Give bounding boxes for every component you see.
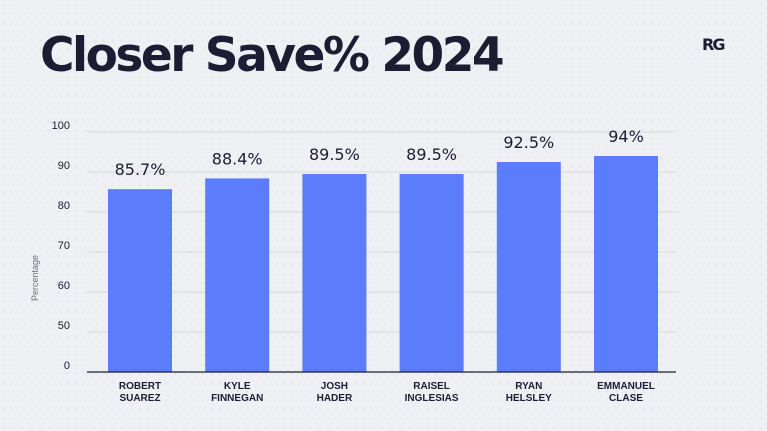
y-tick-label: 90 xyxy=(58,160,70,172)
y-tick-label: 80 xyxy=(58,200,70,212)
bar xyxy=(108,189,172,372)
data-label: 94% xyxy=(608,127,644,146)
y-tick-label: 0 xyxy=(64,360,70,372)
x-tick-label: RAISEL INGLESIAS xyxy=(405,381,459,404)
bar xyxy=(302,174,367,372)
x-axis-labels: ROBERT SUAREZ KYLE FINNEGAN JOSH HADER RAISEL I… xyxy=(119,381,655,404)
x-tick-label: ROBERT SUAREZ xyxy=(119,381,161,404)
data-label: 89.5% xyxy=(406,145,457,164)
y-axis-label: Percentage xyxy=(30,255,40,301)
x-tick-label: JOSH HADER xyxy=(317,381,353,404)
page-title: Closer Save% 2024 xyxy=(40,28,505,83)
x-tick-label: KYLE FINNEGAN xyxy=(211,381,263,404)
data-label: 88.4% xyxy=(212,149,263,168)
bar xyxy=(205,178,270,372)
data-label: 92.5% xyxy=(503,133,554,152)
grid-lines xyxy=(87,131,676,333)
y-tick-label: 60 xyxy=(58,280,70,292)
data-label: 85.7% xyxy=(115,160,166,179)
bar xyxy=(399,174,464,372)
brand-logo: RG xyxy=(702,35,725,54)
bar xyxy=(496,162,561,372)
x-tick-label: RYAN HELSLEY xyxy=(506,381,552,404)
x-tick-label: EMMANUEL CLASE xyxy=(597,381,655,404)
bar xyxy=(594,156,658,372)
data-labels: 85.7% 88.4% 89.5% 89.5% 92.5% 94% xyxy=(115,127,644,179)
y-tick-label: 100 xyxy=(52,120,70,132)
y-tick-label: 50 xyxy=(58,320,70,332)
y-axis-ticks: 0 50 60 70 80 90 100 xyxy=(52,120,70,372)
y-tick-label: 70 xyxy=(58,240,70,252)
data-label: 89.5% xyxy=(309,145,360,164)
bars xyxy=(108,156,658,372)
